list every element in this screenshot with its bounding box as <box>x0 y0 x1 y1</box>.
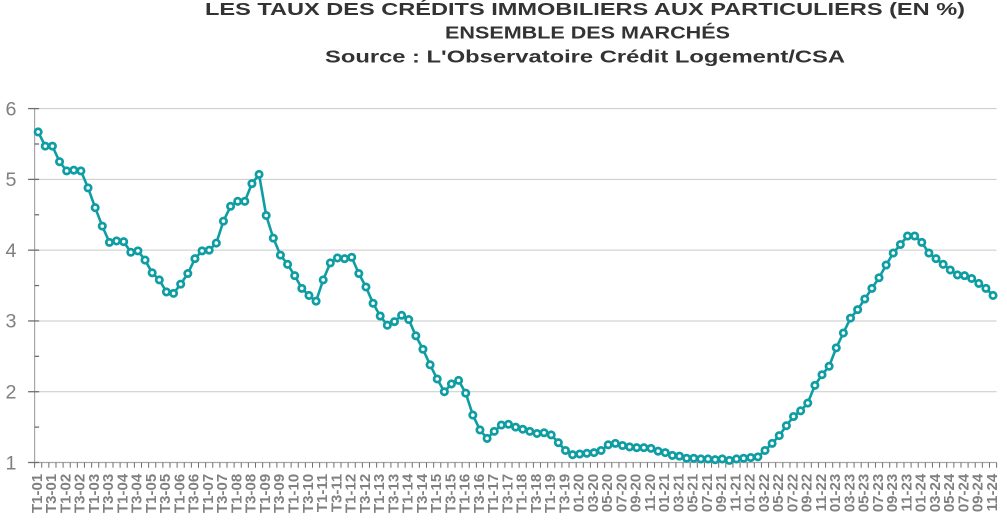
svg-text:01-21: 01-21 <box>656 474 673 512</box>
svg-text:T1-13: T1-13 <box>371 474 388 513</box>
svg-text:T1-01: T1-01 <box>29 474 46 513</box>
svg-text:05-23: 05-23 <box>856 474 873 512</box>
svg-text:4: 4 <box>6 240 17 262</box>
svg-text:03-23: 03-23 <box>841 474 858 512</box>
svg-text:T3-16: T3-16 <box>471 474 488 513</box>
svg-text:T1-07: T1-07 <box>200 474 217 513</box>
svg-text:1: 1 <box>6 452 17 474</box>
svg-text:T1-16: T1-16 <box>457 474 474 513</box>
svg-text:T1-17: T1-17 <box>485 474 502 513</box>
svg-text:05-20: 05-20 <box>599 474 616 512</box>
svg-text:T3-14: T3-14 <box>414 473 431 513</box>
svg-text:T1-06: T1-06 <box>171 474 188 513</box>
svg-text:T3-09: T3-09 <box>271 474 288 513</box>
svg-text:6: 6 <box>6 98 17 120</box>
svg-text:T1-11: T1-11 <box>314 474 331 512</box>
svg-text:03-22: 03-22 <box>756 474 773 512</box>
svg-text:05-24: 05-24 <box>941 473 958 512</box>
svg-text:T3-19: T3-19 <box>556 474 573 513</box>
svg-text:T3-18: T3-18 <box>528 474 545 513</box>
svg-text:01-23: 01-23 <box>827 474 844 512</box>
svg-text:09-24: 09-24 <box>970 473 987 512</box>
svg-text:T3-08: T3-08 <box>243 474 260 513</box>
svg-text:2: 2 <box>6 382 17 404</box>
svg-text:T1-02: T1-02 <box>57 474 74 513</box>
svg-text:5: 5 <box>6 169 17 191</box>
svg-text:T3-04: T3-04 <box>129 473 146 513</box>
svg-text:07-23: 07-23 <box>870 474 887 512</box>
svg-text:T3-13: T3-13 <box>385 474 402 513</box>
svg-text:T3-12: T3-12 <box>357 474 374 513</box>
svg-text:T1-12: T1-12 <box>343 474 360 513</box>
svg-text:11-21: 11-21 <box>727 474 744 512</box>
svg-text:09-23: 09-23 <box>884 474 901 512</box>
svg-text:Source : L'Observatoire Crédit: Source : L'Observatoire Crédit Logement/… <box>325 46 846 66</box>
svg-text:11-22: 11-22 <box>813 474 830 512</box>
svg-text:T3-10: T3-10 <box>300 474 317 513</box>
svg-text:03-21: 03-21 <box>670 474 687 512</box>
svg-text:T1-18: T1-18 <box>514 474 531 513</box>
svg-text:T1-10: T1-10 <box>286 474 303 513</box>
svg-text:LES TAUX DES CRÉDITS IMMOBILIE: LES TAUX DES CRÉDITS IMMOBILIERS AUX PAR… <box>205 0 965 19</box>
svg-text:07-21: 07-21 <box>699 474 716 512</box>
svg-text:T1-08: T1-08 <box>228 474 245 513</box>
svg-text:T3-17: T3-17 <box>499 474 516 513</box>
svg-text:01-22: 01-22 <box>742 474 759 512</box>
svg-text:T3-06: T3-06 <box>186 474 203 513</box>
svg-text:T3-05: T3-05 <box>157 474 174 513</box>
svg-text:11-20: 11-20 <box>642 474 659 512</box>
svg-text:07-22: 07-22 <box>784 474 801 512</box>
svg-text:T1-19: T1-19 <box>542 474 559 513</box>
svg-text:07-24: 07-24 <box>955 473 972 512</box>
svg-text:07-20: 07-20 <box>613 474 630 512</box>
svg-text:11-23: 11-23 <box>898 474 915 512</box>
svg-text:05-21: 05-21 <box>685 474 702 512</box>
svg-text:T3-01: T3-01 <box>43 474 60 513</box>
svg-text:T3-11: T3-11 <box>328 474 345 512</box>
svg-text:T3-02: T3-02 <box>72 474 89 513</box>
svg-text:T3-15: T3-15 <box>442 474 459 513</box>
svg-text:09-22: 09-22 <box>799 474 816 512</box>
svg-text:05-22: 05-22 <box>770 474 787 512</box>
svg-text:09-21: 09-21 <box>713 474 730 512</box>
svg-text:T1-05: T1-05 <box>143 474 160 513</box>
svg-text:T1-09: T1-09 <box>257 474 274 513</box>
svg-text:01-24: 01-24 <box>913 473 930 512</box>
svg-text:T1-03: T1-03 <box>86 474 103 513</box>
svg-text:T1-04: T1-04 <box>114 473 131 513</box>
svg-text:ENSEMBLE DES MARCHÉS: ENSEMBLE DES MARCHÉS <box>445 23 730 43</box>
svg-text:03-20: 03-20 <box>585 474 602 512</box>
svg-text:01-20: 01-20 <box>571 474 588 512</box>
svg-text:T3-03: T3-03 <box>100 474 117 513</box>
svg-text:11-24: 11-24 <box>984 473 1001 511</box>
svg-text:09-20: 09-20 <box>628 474 645 512</box>
svg-text:03-24: 03-24 <box>927 473 944 512</box>
svg-text:T1-15: T1-15 <box>428 474 445 513</box>
svg-text:T1-14: T1-14 <box>400 473 417 513</box>
svg-text:T3-07: T3-07 <box>214 474 231 513</box>
svg-text:3: 3 <box>6 311 17 333</box>
